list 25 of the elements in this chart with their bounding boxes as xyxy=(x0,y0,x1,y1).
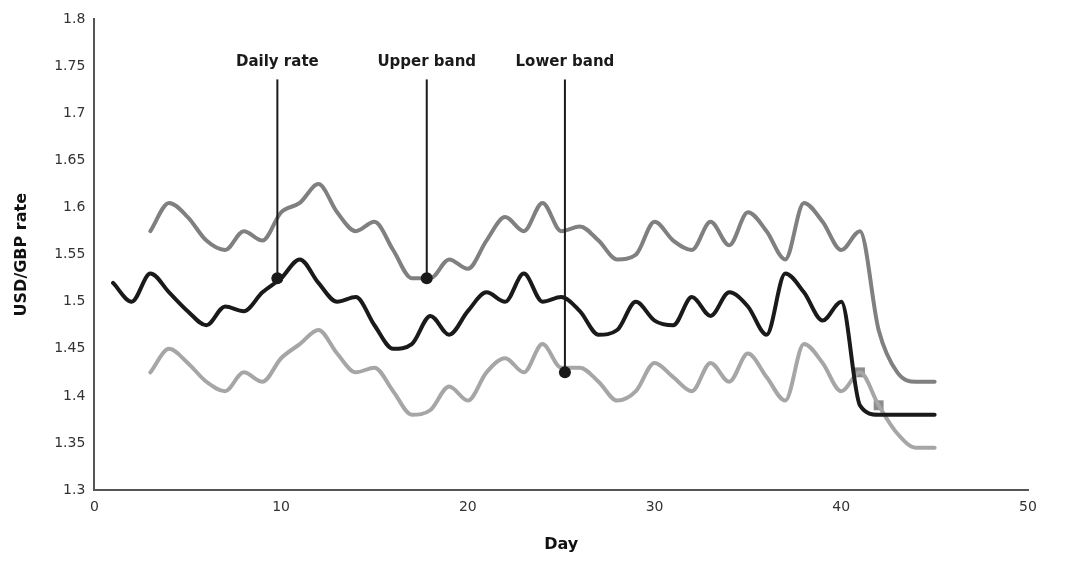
annotation: Daily rate xyxy=(236,51,319,70)
y-tick-label: 1.4 xyxy=(63,386,86,403)
x-tick-label: 30 xyxy=(645,498,664,515)
x-tick-label: 50 xyxy=(1019,498,1037,515)
y-tick-label: 1.6 xyxy=(63,198,86,215)
y-tick-label: 1.65 xyxy=(54,151,86,168)
y-axis-title: USD/GBP rate xyxy=(10,192,30,317)
y-tick-label: 1.5 xyxy=(63,292,86,309)
y-tick-label: 1.35 xyxy=(54,433,86,450)
annotation: Lower band xyxy=(515,51,615,70)
y-tick-label: 1.45 xyxy=(54,339,86,356)
annotation: Upper band xyxy=(377,51,477,70)
line-series xyxy=(148,328,937,450)
point xyxy=(271,272,284,285)
x-axis-title: Day xyxy=(544,533,579,553)
line-series xyxy=(148,182,937,384)
y-tick-label: 1.7 xyxy=(63,104,86,121)
y-tick-label: 1.75 xyxy=(54,57,86,74)
y-tick-label: 1.55 xyxy=(54,245,86,262)
x-tick-label: 40 xyxy=(832,498,851,515)
x-tick-label: 0 xyxy=(89,498,99,515)
x-tick-label: 10 xyxy=(272,498,291,515)
x-tick-label: 20 xyxy=(458,498,477,515)
y-tick-label: 1.3 xyxy=(63,480,86,497)
y-tick-label: 1.8 xyxy=(63,10,86,27)
